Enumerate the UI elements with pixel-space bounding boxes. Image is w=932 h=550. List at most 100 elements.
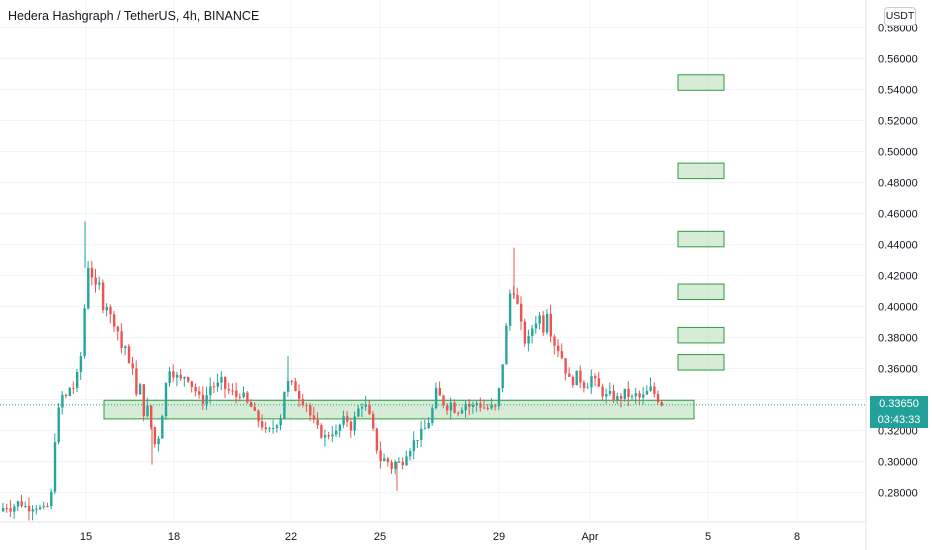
support-zone[interactable] <box>103 399 695 420</box>
candle <box>631 396 634 398</box>
candle <box>457 412 460 414</box>
price-axis-label: 0.30000 <box>878 457 918 469</box>
candle <box>327 435 330 437</box>
time-axis-label: 8 <box>794 531 800 543</box>
candle <box>516 294 519 304</box>
candle <box>31 509 34 512</box>
candle <box>146 405 149 417</box>
candle <box>579 370 582 383</box>
candle <box>135 368 138 395</box>
candle <box>257 410 260 422</box>
candle <box>90 267 94 278</box>
candle <box>619 395 623 399</box>
candle <box>157 438 160 445</box>
candle <box>153 427 157 445</box>
candle <box>57 407 60 443</box>
candle <box>268 428 271 430</box>
target-zone[interactable] <box>677 326 725 344</box>
candle <box>131 363 134 369</box>
candle <box>294 381 297 392</box>
candle <box>460 410 464 414</box>
candle <box>523 321 527 344</box>
candle <box>346 416 349 422</box>
candle <box>653 386 656 394</box>
price-axis-label: 0.40000 <box>878 302 918 314</box>
candle <box>261 421 264 428</box>
candle <box>575 370 578 386</box>
candle <box>138 384 142 395</box>
target-zone[interactable] <box>677 283 725 301</box>
candle <box>601 386 604 397</box>
candle <box>205 395 208 404</box>
candle <box>338 424 342 431</box>
time-axis-label: 18 <box>168 531 180 543</box>
candle <box>442 395 445 406</box>
candle <box>35 508 38 510</box>
candle <box>72 387 75 389</box>
candle <box>560 351 564 359</box>
candle <box>298 391 301 400</box>
candle <box>645 390 649 395</box>
candle <box>549 313 552 337</box>
price-axis-label: 0.46000 <box>878 209 918 221</box>
time-axis-label: 15 <box>80 531 92 543</box>
candle <box>497 388 501 407</box>
target-zone[interactable] <box>677 354 725 371</box>
candle <box>605 393 608 397</box>
candle <box>20 501 23 507</box>
candle <box>39 507 42 509</box>
candle <box>68 387 71 396</box>
candle <box>634 393 638 397</box>
candle <box>5 508 9 510</box>
target-zone[interactable] <box>677 230 725 248</box>
candle <box>379 450 382 462</box>
candle <box>212 386 216 388</box>
time-axis-label: 29 <box>493 531 505 543</box>
symbol-title: Hedera Hashgraph / TetherUS, 4h, BINANCE <box>8 9 260 23</box>
candle <box>231 390 234 392</box>
candle <box>368 404 371 415</box>
candle <box>357 408 360 417</box>
currency-button[interactable]: USDT <box>884 7 916 26</box>
candle <box>79 356 83 373</box>
candle <box>364 404 367 407</box>
candle <box>409 451 412 457</box>
target-zone[interactable] <box>677 74 725 91</box>
candle <box>594 376 597 379</box>
price-axis-label: 0.50000 <box>878 147 918 159</box>
candle <box>434 388 438 409</box>
candle <box>501 364 504 389</box>
candle <box>423 428 427 430</box>
candle <box>660 402 663 406</box>
candle <box>590 376 593 388</box>
candle <box>342 416 345 425</box>
candle <box>98 282 101 285</box>
candle <box>394 461 397 469</box>
candle <box>508 293 512 326</box>
candle <box>238 396 242 398</box>
candle <box>420 428 423 441</box>
candle <box>94 277 97 285</box>
candle <box>616 395 619 401</box>
candle <box>301 399 305 405</box>
candle <box>520 303 523 322</box>
candle <box>349 421 353 431</box>
candle <box>412 440 416 452</box>
candle <box>113 314 116 327</box>
time-axis-label: 5 <box>705 531 711 543</box>
candle <box>612 390 615 401</box>
candle <box>568 373 571 377</box>
candle <box>220 376 223 383</box>
candle <box>323 435 327 438</box>
candle <box>372 414 375 429</box>
candle <box>527 336 530 344</box>
time-axis-label: 25 <box>374 531 386 543</box>
candle <box>101 282 105 311</box>
target-zone[interactable] <box>677 162 725 180</box>
candle <box>483 407 486 409</box>
candle <box>405 456 408 466</box>
candle <box>390 462 393 469</box>
candle <box>253 406 256 411</box>
